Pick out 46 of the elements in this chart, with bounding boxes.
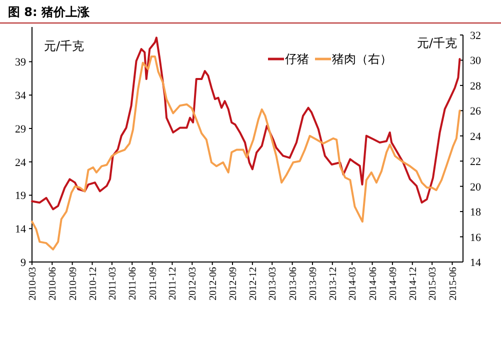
y2-tick-label: 30 — [470, 55, 482, 68]
y2-tick-label: 18 — [470, 206, 482, 219]
chart-title: 图 8: 猪价上涨 — [8, 5, 91, 19]
y2-tick-label: 20 — [470, 181, 482, 194]
x-tick-label: 2013-06 — [288, 267, 299, 300]
x-tick-label: 2012-06 — [208, 267, 219, 300]
x-tick-label: 2010-09 — [68, 267, 79, 300]
x-tick-label: 2013-12 — [328, 267, 339, 300]
x-tick-label: 2015-03 — [428, 267, 439, 300]
x-tick-label: 2014-09 — [388, 267, 399, 300]
y-axis-title: 元/千克 — [44, 39, 84, 53]
x-tick-label: 2012-12 — [248, 267, 259, 300]
x-tick-label: 2013-03 — [268, 267, 279, 300]
y2-tick-label: 26 — [470, 106, 482, 118]
x-tick-label: 2011-06 — [128, 267, 139, 300]
x-tick-label: 2011-12 — [168, 267, 179, 300]
y2-tick-label: 28 — [470, 80, 482, 92]
x-tick-label: 2011-09 — [148, 267, 159, 300]
x-tick-label: 2010-12 — [88, 267, 99, 300]
x-tick-label: 2010-06 — [48, 267, 59, 300]
line-series — [31, 36, 461, 210]
y-tick-label: 29 — [15, 123, 26, 136]
x-tick-label: 2014-12 — [408, 267, 419, 300]
y-tick-label: 24 — [15, 156, 26, 169]
x-tick-label: 2014-06 — [368, 267, 379, 300]
y2-tick-label: 24 — [470, 130, 482, 143]
y-tick-label: 9 — [20, 257, 26, 269]
x-tick-label: 2010-03 — [28, 267, 38, 300]
y2-tick-label: 22 — [470, 156, 481, 168]
legend-label: 猪肉（右） — [332, 52, 392, 66]
x-tick-label: 2014-03 — [348, 267, 359, 300]
legend-label: 仔猪 — [285, 52, 309, 66]
y2-tick-label: 14 — [470, 257, 482, 269]
y-tick-label: 34 — [15, 90, 26, 102]
y2-tick-label: 32 — [470, 30, 481, 42]
x-tick-label: 2015-06 — [448, 267, 459, 300]
x-tick-label: 2011-03 — [107, 267, 118, 300]
x-tick-label: 2012-09 — [228, 267, 239, 300]
x-tick-label: 2012-03 — [188, 267, 199, 300]
line-series — [31, 55, 461, 250]
y2-tick-label: 16 — [470, 232, 482, 244]
y2-axis-title: 元/千克 — [416, 36, 457, 50]
y-tick-label: 19 — [15, 190, 26, 202]
y-tick-label: 14 — [15, 224, 26, 236]
x-tick-label: 2013-09 — [308, 267, 319, 300]
y-tick-label: 39 — [15, 56, 26, 69]
